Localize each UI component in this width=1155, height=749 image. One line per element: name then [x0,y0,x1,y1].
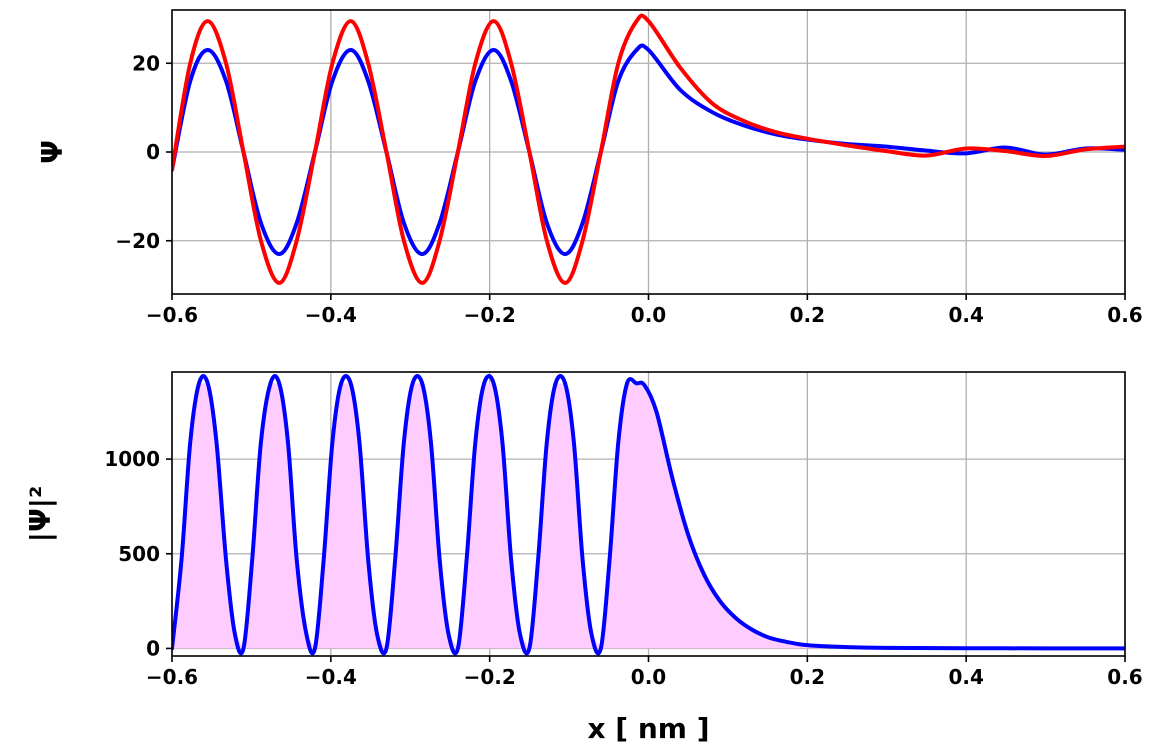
x-tick-label: −0.6 [146,665,198,689]
y-tick-label: 0 [146,636,160,660]
y-axis-label: |Ψ|² [24,486,57,543]
x-tick-label: 0.4 [948,665,983,689]
panel-2: −0.6 −0.4 −0.2 0.0 0.2 0.4 0.6 0 500 1000 |Ψ|² x [ … [24,371,1143,745]
y-tick-label: 500 [118,542,160,566]
x-tick-label: −0.6 [146,303,198,327]
x-tick-label: 0.2 [790,303,825,327]
x-tick-label: −0.2 [464,303,516,327]
y-tick-label: −20 [115,229,160,253]
series-line-1 [172,374,1125,656]
x-tick-label: 0.0 [631,665,666,689]
x-tick-label: 0.6 [1107,665,1142,689]
panel-1: −0.6 −0.4 −0.2 0.0 0.2 0.4 0.6 −20 0 20 Ψ [36,9,1143,327]
y-tick-label: 0 [146,140,160,164]
x-tick-label: −0.4 [305,303,357,327]
x-axis-label: x [ nm ] [587,712,709,745]
y-tick-label: 1000 [104,447,160,471]
series-line-2 [172,13,1125,285]
x-tick-label: 0.6 [1107,303,1142,327]
x-tick-label: 0.4 [948,303,983,327]
x-tick-label: −0.2 [464,665,516,689]
x-tick-label: −0.4 [305,665,357,689]
x-tick-label: 0.0 [631,303,666,327]
y-tick-label: 20 [132,51,160,75]
y-axis-label: Ψ [36,140,69,164]
probability-density-fill [172,383,1125,649]
x-tick-label: 0.2 [790,665,825,689]
